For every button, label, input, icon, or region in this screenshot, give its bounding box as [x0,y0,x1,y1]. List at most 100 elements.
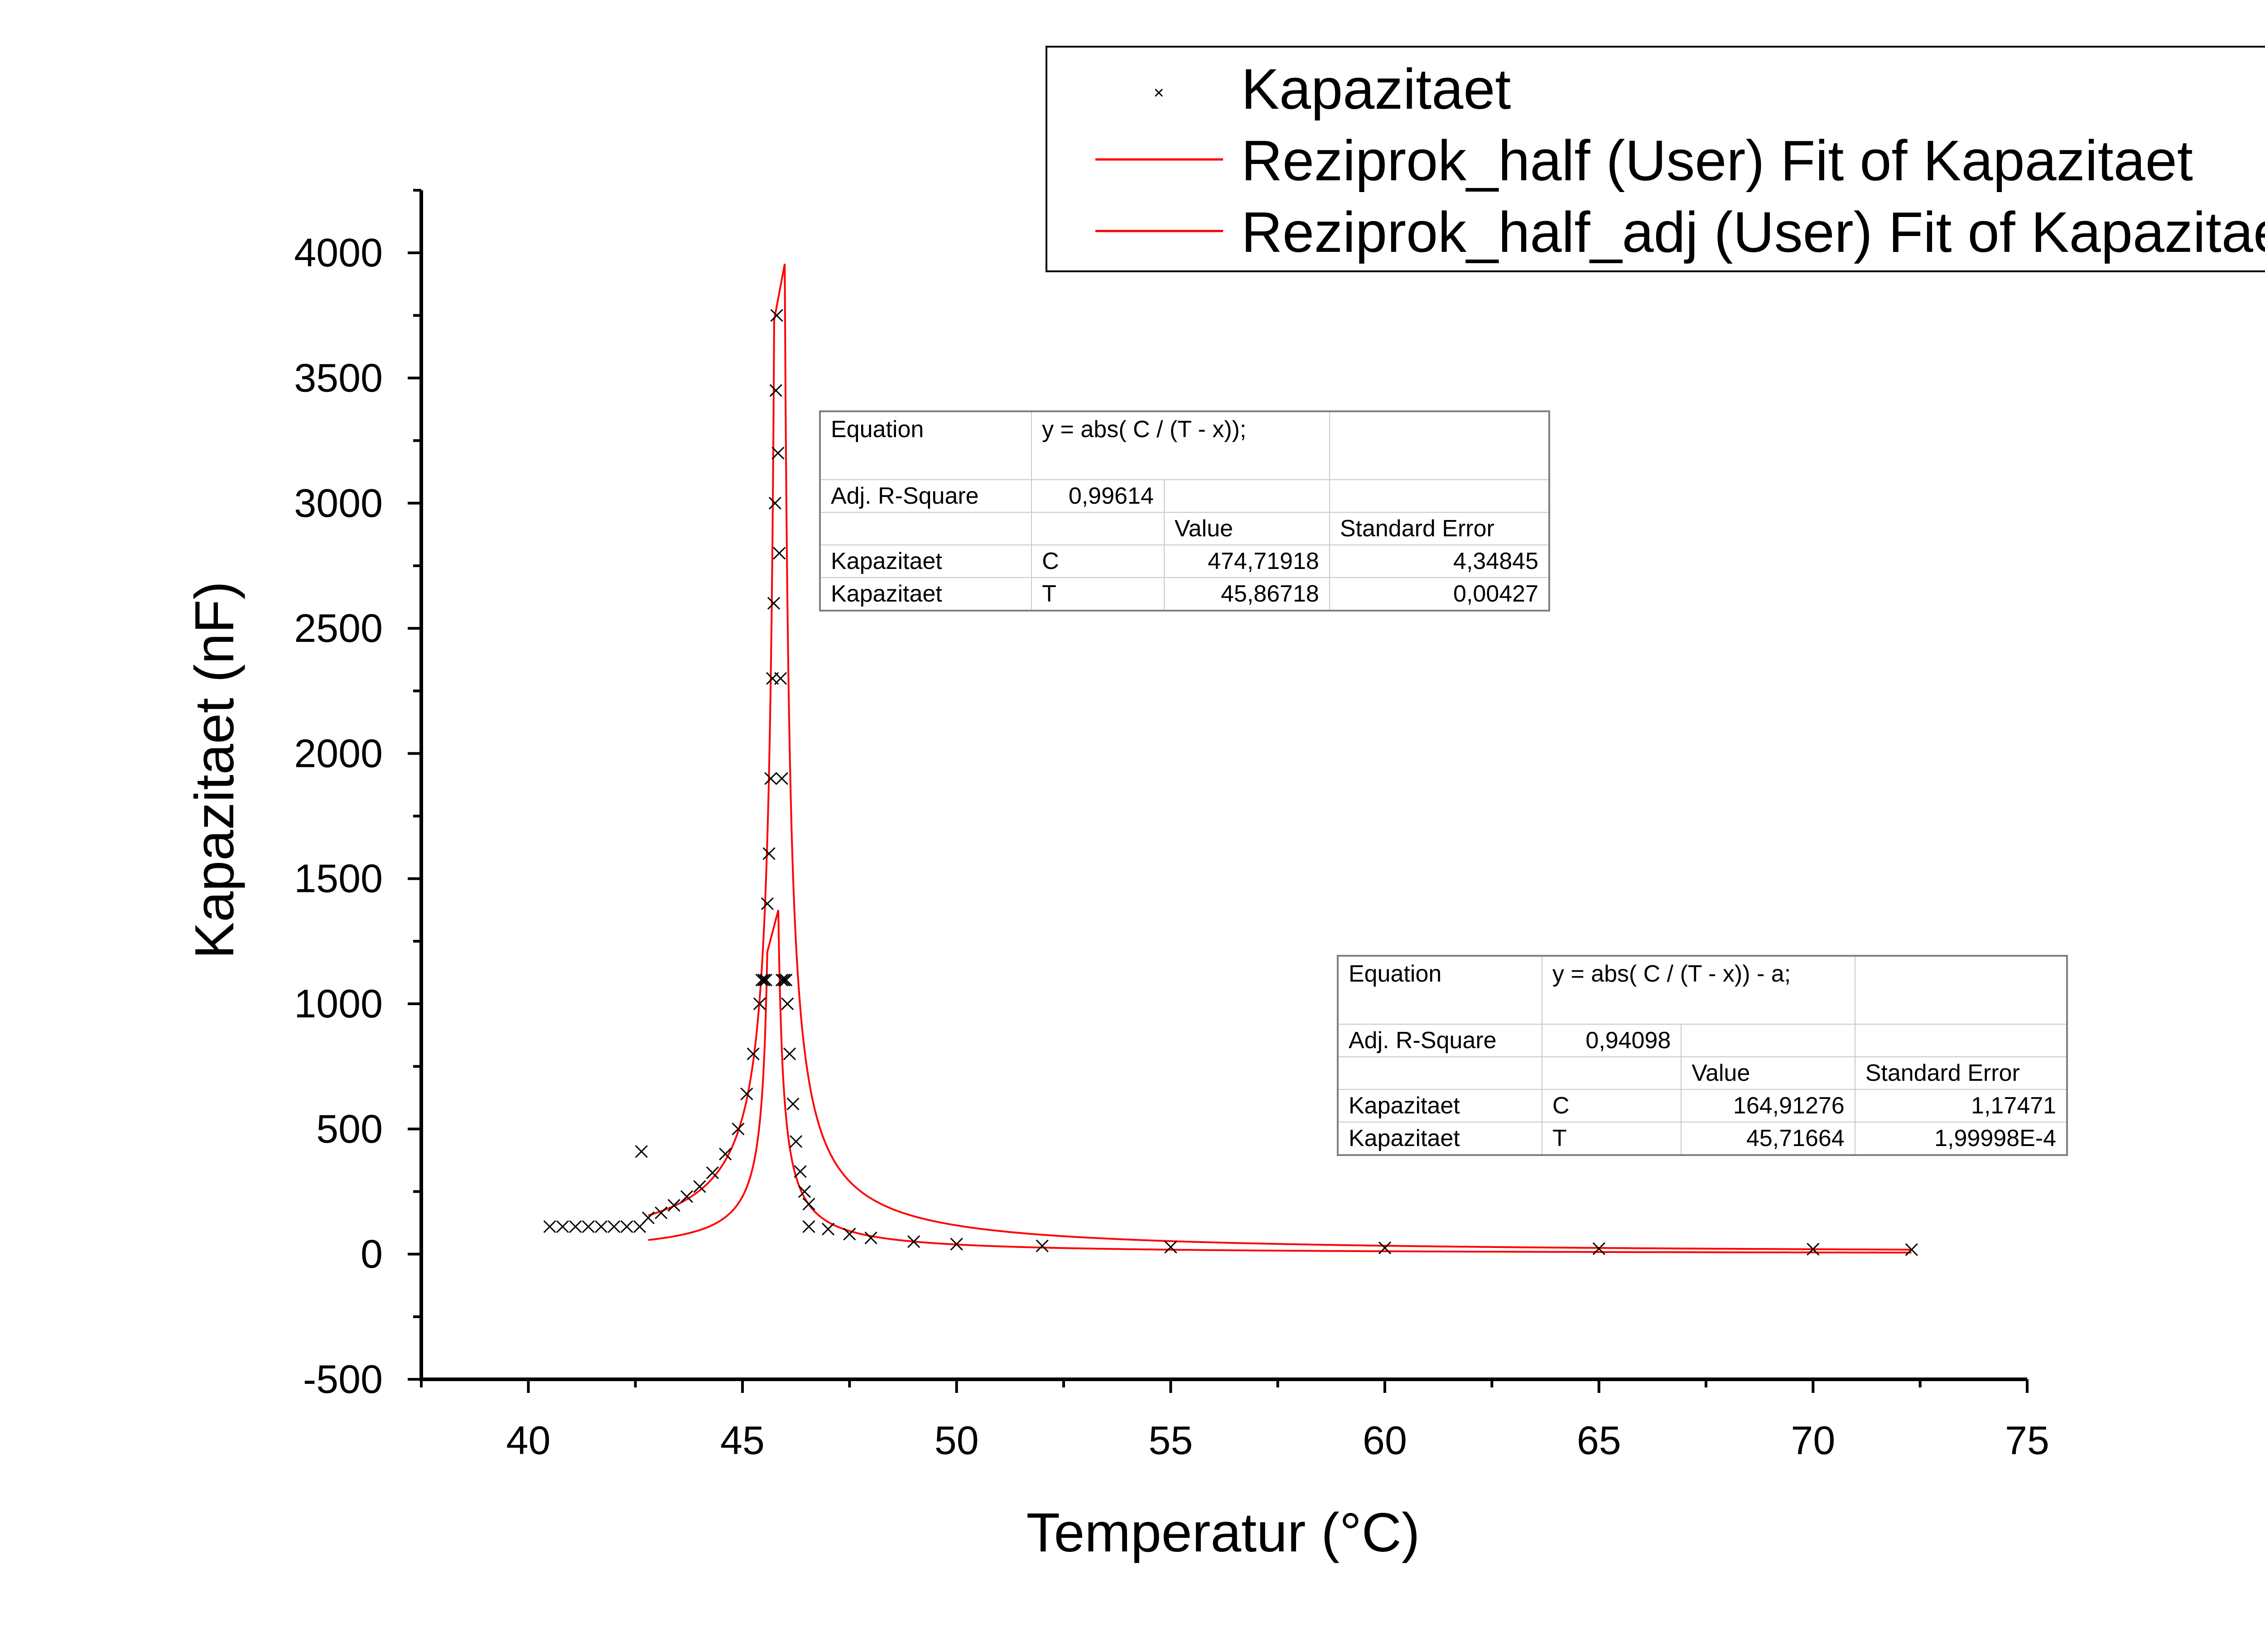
data-point [769,384,782,397]
row-param: T [1541,1122,1682,1155]
data-point [1164,1241,1177,1254]
fit-curve [648,264,1911,1251]
x-tick-label: 75 [2005,1418,2049,1463]
row-value: 45,86718 [1163,577,1330,611]
data-point [543,1220,556,1233]
x-tick-label: 65 [1577,1418,1621,1463]
data-point [770,309,783,322]
data-point [761,897,774,910]
table-row: Kapazitaet C 474,71918 4,34845 [819,544,1550,578]
fit-curve [648,910,1912,1254]
row-error: 1,99998E-4 [1854,1122,2067,1155]
data-point [783,1047,796,1060]
empty-cell [1338,1056,1542,1090]
row-error: 4,34845 [1329,544,1550,578]
data-point [569,1220,582,1233]
data-point [719,1147,732,1161]
data-point [757,973,771,987]
y-tick-label: 4000 [294,230,383,275]
data-point [822,1223,835,1236]
empty-cell [1163,479,1330,513]
data-point [798,1185,811,1198]
data-point [774,672,787,685]
y-tick-label: 3000 [294,481,383,525]
data-point [607,1220,621,1233]
value-header: Value [1681,1056,1855,1090]
equation-label: Equation [1338,956,1542,1025]
x-tick-label: 55 [1148,1418,1193,1463]
y-tick-label: 2500 [294,606,383,650]
legend-label-fit1: Reziprok_half (User) Fit of Kapazitaet [1241,129,2193,193]
adj-r-square-label: Adj. R-Square [819,479,1032,513]
data-point [635,1145,648,1158]
row-name: Kapazitaet [1338,1122,1542,1155]
data-point [780,973,793,987]
y-tick-label: 2000 [294,731,383,775]
empty-cell [1329,411,1550,480]
axis-ticks: 40 45 50 55 60 65 70 75 -500 0 500 1000 1500 2000 2500… [294,189,2049,1463]
empty-cell [819,512,1032,545]
data-point [732,1122,745,1136]
row-param: T [1031,577,1165,611]
x-axis-title: Temperatur (°C) [1026,1502,1420,1563]
data-point [1378,1241,1392,1254]
row-error: 0,00427 [1329,577,1550,611]
data-point [641,1211,655,1224]
equation-value: y = abs( C / (T - x)); [1031,411,1330,480]
row-error: 1,17471 [1854,1089,2067,1122]
data-point [1905,1243,1918,1256]
equation-label: Equation [819,411,1032,480]
data-point [762,847,776,860]
data-point [556,1220,569,1233]
x-tick-label: 50 [935,1418,979,1463]
table-row: Kapazitaet C 164,91276 1,17471 [1338,1089,2067,1122]
data-point [747,1047,760,1060]
data-point [775,772,789,785]
data-point [802,1220,815,1233]
data-point [767,597,781,610]
row-name: Kapazitaet [819,577,1032,611]
table-row: Kapazitaet T 45,86718 0,00427 [819,577,1550,611]
data-point [620,1220,633,1233]
y-axis-title: Kapazitaet (nF) [183,581,245,959]
adj-r-square-value: 0,94098 [1541,1024,1682,1057]
table-row: Kapazitaet T 45,71664 1,99998E-4 [1338,1122,2067,1155]
data-point [753,997,766,1011]
fit-results-table-1: Equation y = abs( C / (T - x)); Adj. R-S… [819,410,1550,612]
row-value: 45,71664 [1681,1122,1855,1155]
data-point [771,447,785,460]
data-point [1592,1242,1605,1255]
y-tick-label: 1500 [294,856,383,901]
data-point [864,1231,877,1244]
row-name: Kapazitaet [1338,1089,1542,1122]
data-point [786,1098,800,1111]
x-tick-label: 40 [506,1418,550,1463]
empty-cell [1541,1056,1682,1090]
y-tick-label: -500 [303,1357,383,1402]
x-tick-label: 60 [1363,1418,1407,1463]
legend: × Kapazitaet Reziprok_half (User) Fit of… [1046,46,2265,272]
data-point [764,772,777,785]
empty-cell [1854,1024,2067,1057]
row-value: 164,91276 [1681,1089,1855,1122]
empty-cell [1854,956,2067,1025]
data-point [775,973,789,987]
adj-r-square-label: Adj. R-Square [1338,1024,1542,1057]
data-point [582,1220,595,1233]
y-tick-label: 3500 [294,355,383,400]
legend-box [1046,46,2265,272]
data-point [794,1165,807,1178]
y-tick-label: 1000 [294,981,383,1026]
data-point [768,496,781,510]
data-point [594,1220,608,1233]
data-point [790,1135,803,1148]
data-point [777,973,790,987]
x-tick-label: 70 [1791,1418,1835,1463]
data-point [740,1087,753,1101]
data-point [680,1190,694,1203]
data-point [755,973,768,987]
row-param: C [1541,1089,1682,1122]
data-point [706,1166,719,1180]
error-header: Standard Error [1854,1056,2067,1090]
